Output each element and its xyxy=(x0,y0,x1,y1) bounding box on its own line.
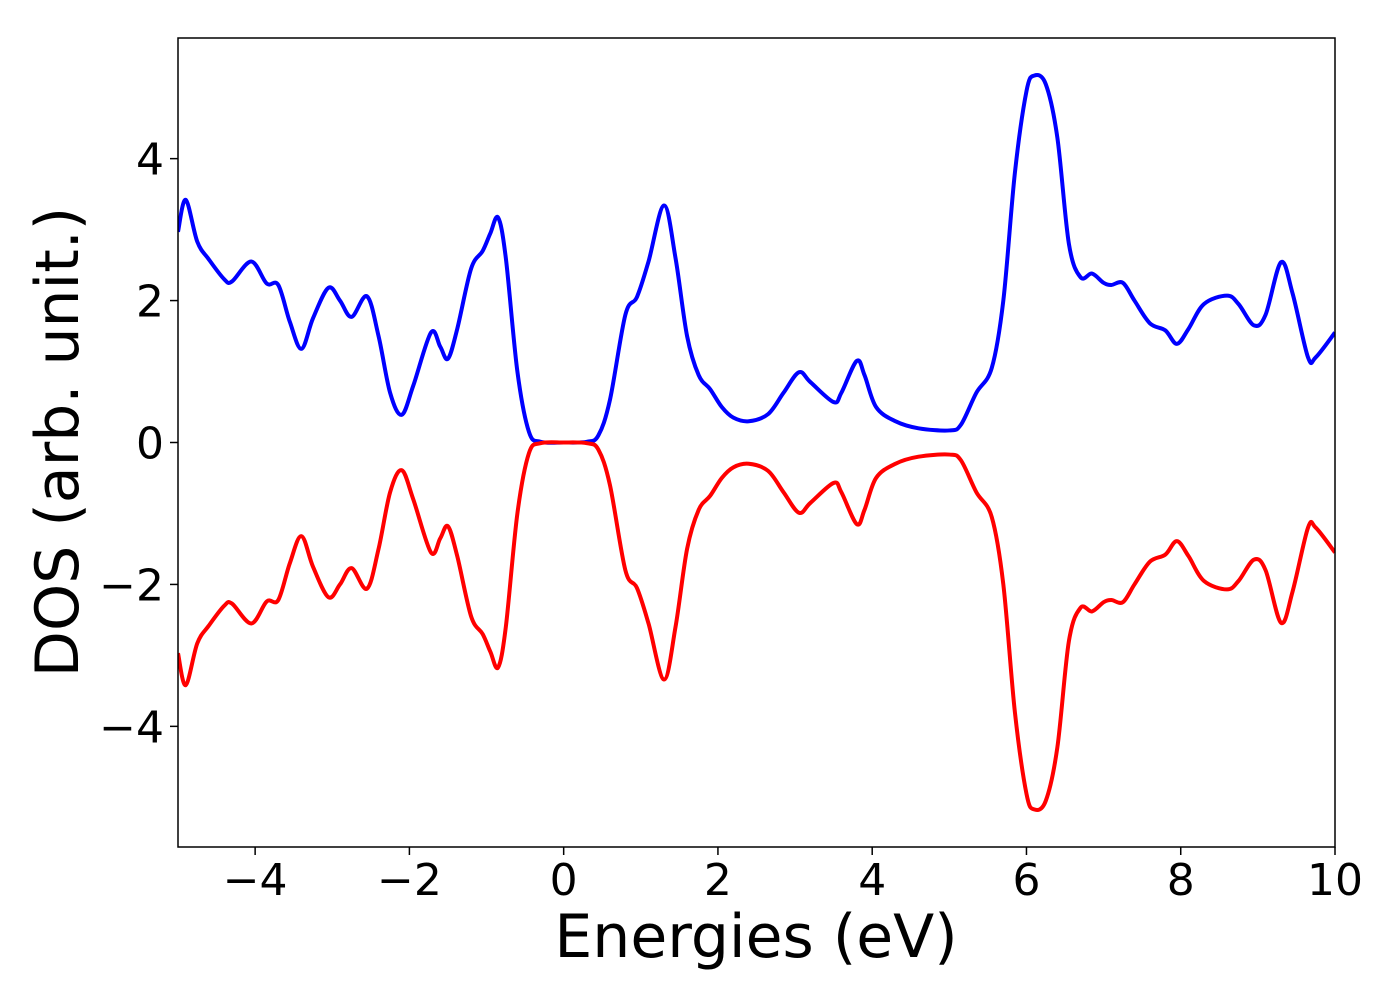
y-tick-label: −4 xyxy=(99,702,164,753)
dos-line xyxy=(178,440,1335,813)
plot-frame xyxy=(177,37,1336,848)
x-tick-label: 4 xyxy=(858,855,886,906)
x-axis-label: Energies (eV) xyxy=(554,902,957,972)
x-tick-label: −4 xyxy=(223,855,288,906)
y-tick-label: 0 xyxy=(136,419,164,470)
x-tick-label: −2 xyxy=(377,855,442,906)
dos-line xyxy=(178,72,1335,445)
x-tick-label: 8 xyxy=(1167,855,1195,906)
y-axis-label: DOS (arb. unit.) xyxy=(23,207,93,677)
x-tick-label: 10 xyxy=(1307,855,1363,906)
y-tick-label: 4 xyxy=(136,135,164,186)
y-tick-label: 2 xyxy=(136,277,164,328)
x-tick-label: 0 xyxy=(550,855,578,906)
x-tick-label: 6 xyxy=(1012,855,1040,906)
y-tick-label: −2 xyxy=(99,560,164,611)
x-tick-label: 2 xyxy=(704,855,732,906)
